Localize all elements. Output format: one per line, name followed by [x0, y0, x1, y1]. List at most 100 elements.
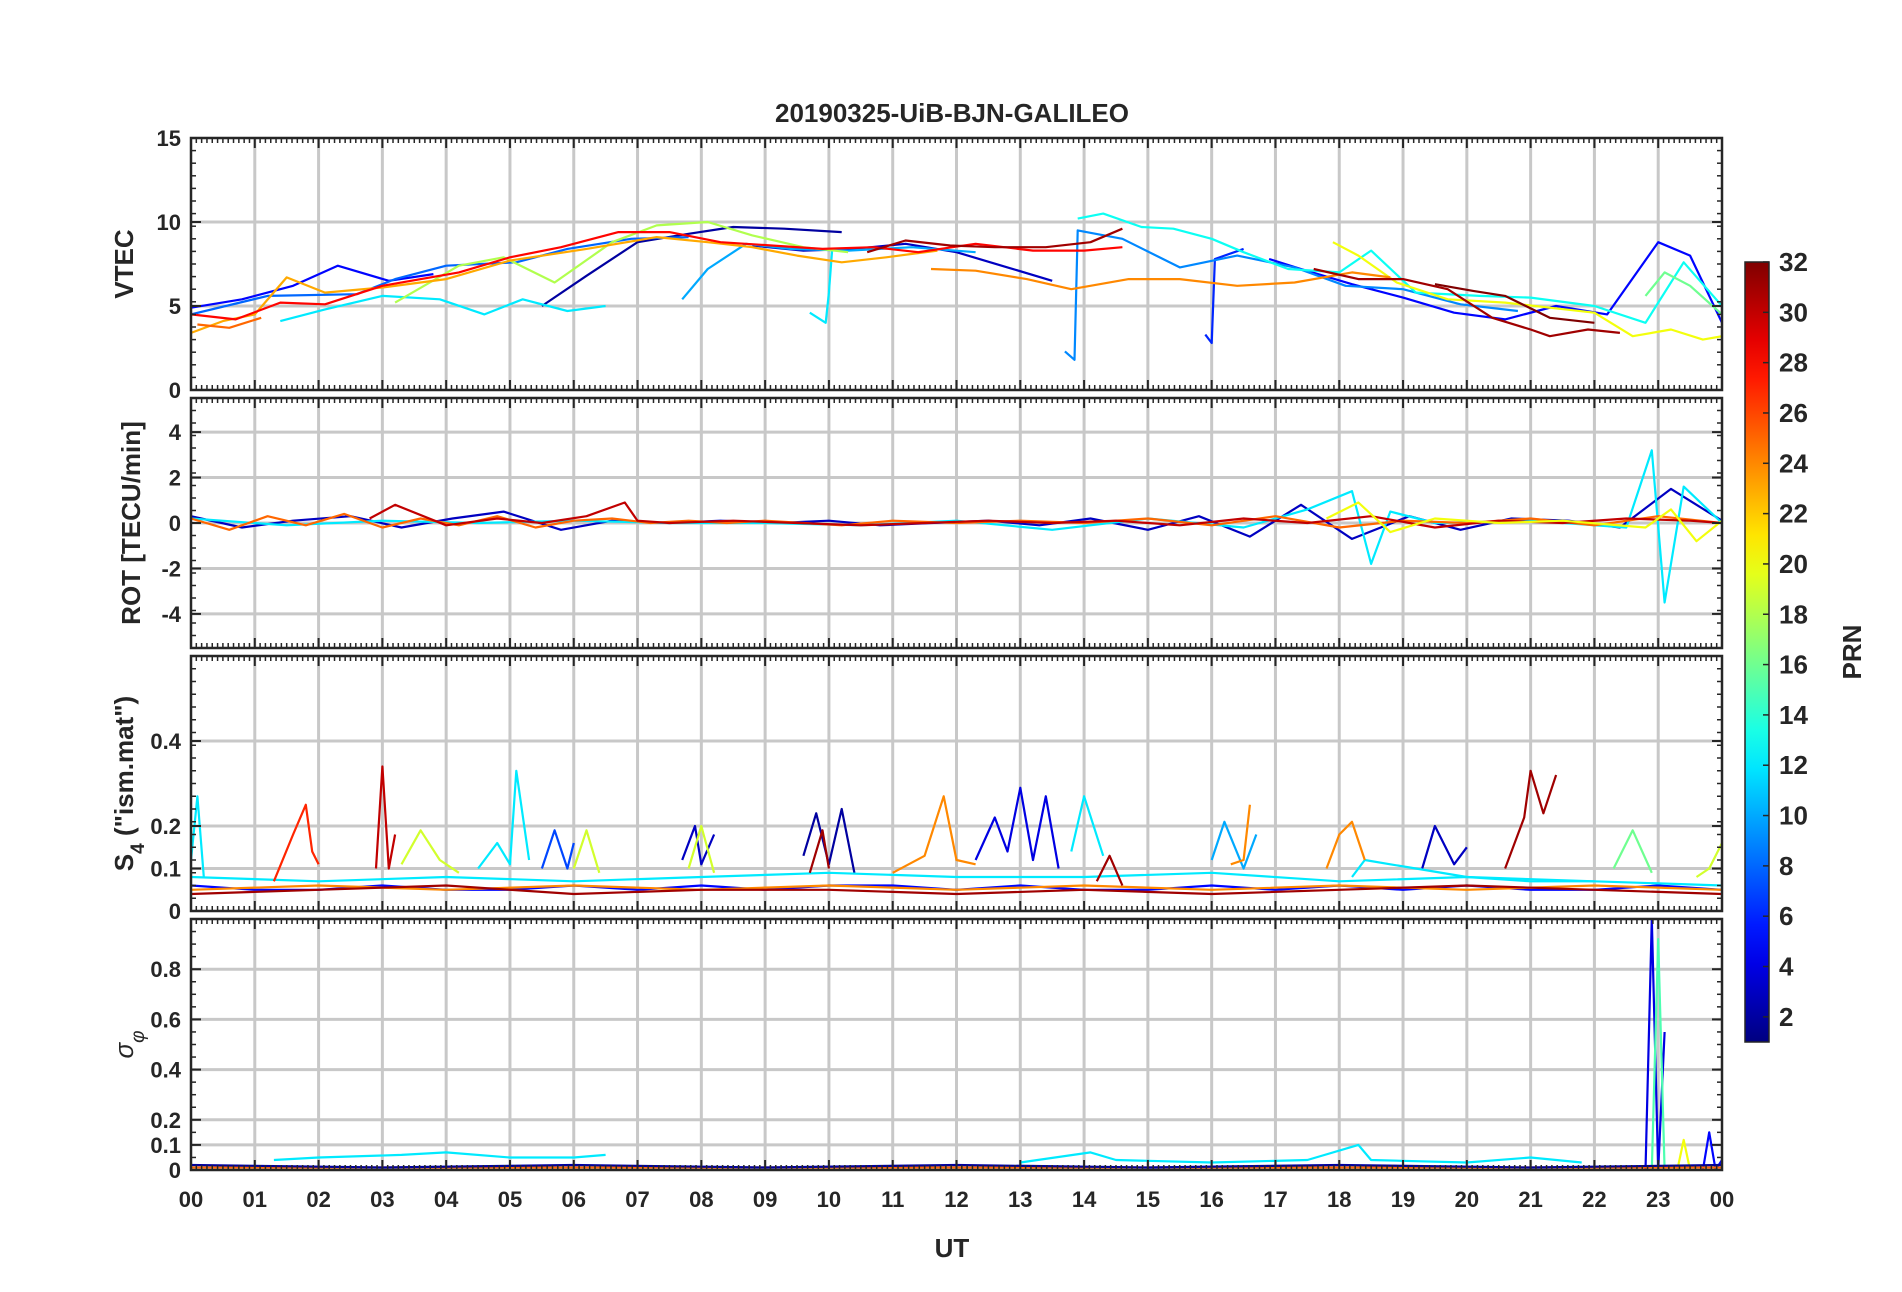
series-prn-12	[191, 871, 1722, 887]
y-axis-label: ROT [TECU/min]	[116, 421, 146, 625]
y-tick-label: 15	[157, 126, 181, 151]
series-prn-12	[191, 795, 205, 878]
colorbar-tick-label: 18	[1779, 599, 1808, 629]
series-prn-31	[191, 884, 1722, 896]
y-tick-label: 0.1	[150, 1133, 181, 1158]
series-prn-12	[809, 250, 834, 324]
y-tick-label: 0.4	[150, 729, 181, 754]
panel-4: 00.10.2 0.4 0.6 0.8 σφ	[109, 917, 1724, 1183]
series-prn-4	[974, 786, 1060, 869]
y-tick-label: 0	[169, 1158, 181, 1183]
series-prn-19	[400, 829, 460, 874]
series-prn-27	[272, 803, 320, 882]
colorbar-tick-label: 20	[1779, 549, 1808, 579]
series-prn-10	[1210, 820, 1258, 870]
series-group	[191, 765, 1722, 896]
series-prn-20	[1326, 501, 1722, 543]
panel-frame	[189, 654, 1724, 913]
series-prn-5	[1268, 241, 1722, 324]
colorbar-tick-label: 4	[1779, 952, 1794, 982]
x-tick-label: 21	[1518, 1187, 1542, 1212]
series-prn-19	[687, 824, 716, 874]
y-tick-label: -2	[161, 556, 181, 581]
series-prn-15	[1650, 937, 1666, 1170]
series-prn-12	[273, 1151, 606, 1162]
x-tick-label: 20	[1455, 1187, 1479, 1212]
chart-title: 20190325-UiB-BJN-GALILEO	[775, 98, 1129, 128]
y-tick-label: 0	[169, 378, 181, 403]
x-tick-label: 12	[944, 1187, 968, 1212]
colorbar-tick-label: 30	[1779, 297, 1808, 327]
colorbar-tick-label: 28	[1779, 348, 1808, 378]
x-tick-label: 08	[689, 1187, 713, 1212]
y-tick-label: 0.2	[150, 1108, 181, 1133]
x-tick-label: 10	[817, 1187, 841, 1212]
y-tick-label: 10	[157, 210, 181, 235]
x-tick-label: 09	[753, 1187, 777, 1212]
x-tick-label: 22	[1582, 1187, 1606, 1212]
series-prn-31	[866, 227, 1123, 254]
colorbar-tick-label: 10	[1779, 801, 1808, 831]
x-tick-label: 06	[562, 1187, 586, 1212]
series-prn-30	[374, 765, 397, 870]
x-tick-labels: 00 01 02 03 04 05 06 07 08 09 10 11 12 13 14 15 16 17 18 19…	[179, 1187, 1734, 1212]
y-tick-label: 0.6	[150, 1007, 181, 1032]
colorbar-label: PRN	[1837, 625, 1867, 680]
y-tick-label: 4	[169, 420, 182, 445]
series-prn-6	[1204, 247, 1244, 345]
series-prn-12	[191, 449, 1722, 604]
panel-frame	[189, 396, 1724, 650]
series-prn-23	[191, 236, 938, 334]
series-prn-16	[1644, 271, 1722, 316]
series-prn-24	[1230, 804, 1251, 866]
x-tick-label: 18	[1327, 1187, 1351, 1212]
x-tick-label: 19	[1391, 1187, 1415, 1212]
colorbar-tick-label: 22	[1779, 499, 1808, 529]
x-tick-label: 13	[1008, 1187, 1032, 1212]
colorbar-tick-label: 2	[1779, 1002, 1793, 1032]
colorbar-tick-label: 32	[1779, 247, 1808, 277]
x-tick-label: 04	[434, 1187, 459, 1212]
y-tick-label: -4	[161, 602, 181, 627]
x-tick-label: 07	[625, 1187, 649, 1212]
colorbar-tick-label: 24	[1779, 448, 1808, 478]
y-tick-label: 0.1	[150, 857, 181, 882]
series-prn-20	[1332, 241, 1722, 341]
series-prn-12	[477, 769, 531, 870]
colorbar-tick-label: 12	[1779, 750, 1808, 780]
series-group	[191, 449, 1722, 604]
series-prn-7	[540, 829, 575, 870]
colorbar-tick-label: 6	[1779, 901, 1793, 931]
series-prn-9	[1064, 229, 1519, 361]
y-tick-label: 2	[169, 466, 181, 491]
colorbar-tick-label: 26	[1779, 398, 1808, 428]
x-tick-label: 00	[1710, 1187, 1734, 1212]
x-tick-label: 14	[1072, 1187, 1097, 1212]
colorbar-tick-label: 8	[1779, 851, 1793, 881]
series-prn-12	[280, 294, 606, 323]
x-tick-label: 11	[881, 1187, 904, 1212]
y-tick-label: 0.8	[150, 957, 181, 982]
panel-2: -4 -2 0 2 4 ROT [TECU/min]	[116, 396, 1724, 650]
series-prn-12	[1070, 795, 1105, 857]
x-tick-label: 00	[179, 1187, 203, 1212]
y-tick-label: 5	[169, 294, 181, 319]
series-prn-18	[394, 220, 849, 304]
y-tick-label: 0	[169, 899, 181, 924]
y-axis-label: S4 ("ism.mat")	[109, 696, 149, 871]
series-prn-20	[1676, 1138, 1692, 1170]
series-prn-12	[1020, 1143, 1582, 1164]
x-tick-label: 01	[243, 1187, 267, 1212]
series-prn-3	[1421, 824, 1468, 869]
series-prn-16	[1612, 829, 1653, 874]
series-prn-8	[191, 236, 689, 316]
series-prn-28	[191, 231, 1123, 321]
x-tick-label: 23	[1646, 1187, 1670, 1212]
series-prn-31	[1095, 854, 1124, 886]
series-prn-32	[1434, 283, 1595, 324]
panel-1: 0 5 10 15 VTEC	[109, 126, 1724, 403]
series-prn-24	[892, 795, 976, 874]
series-prn-13	[1077, 212, 1722, 324]
